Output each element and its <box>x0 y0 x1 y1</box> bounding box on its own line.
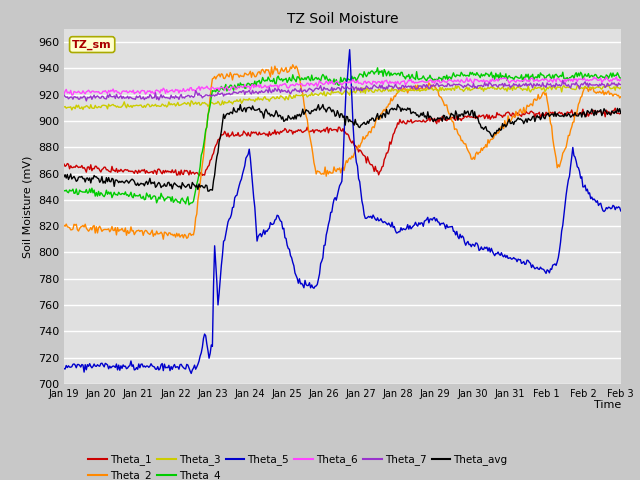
Theta_7 <box>617 82 625 87</box>
Theta_avg <box>327 107 335 112</box>
Theta_3 <box>60 104 68 110</box>
Theta_2 <box>330 164 338 170</box>
Theta_7 <box>326 87 333 93</box>
Theta_2 <box>60 223 68 228</box>
Theta_7 <box>559 78 566 84</box>
Theta_4 <box>394 71 401 76</box>
Theta_avg <box>394 102 401 108</box>
Theta_1 <box>518 113 525 119</box>
Theta_7 <box>83 98 90 104</box>
Theta_7 <box>60 92 68 98</box>
Theta_1 <box>329 127 337 133</box>
Theta_3 <box>329 90 337 96</box>
Theta_3 <box>518 85 525 91</box>
Theta_7 <box>606 83 614 88</box>
Theta_1 <box>60 161 68 167</box>
Theta_5 <box>394 230 401 236</box>
Theta_2 <box>617 94 625 99</box>
Theta_3 <box>393 87 401 93</box>
Theta_6 <box>617 76 625 82</box>
Theta_2 <box>364 133 371 139</box>
Theta_7 <box>329 88 337 94</box>
Theta_2 <box>519 110 527 116</box>
Theta_4 <box>519 78 527 84</box>
Theta_2 <box>606 92 614 97</box>
Theta_7 <box>362 83 370 89</box>
Theta_3 <box>605 81 612 87</box>
Theta_6 <box>326 79 333 84</box>
Theta_3 <box>326 91 333 97</box>
Line: Theta_avg: Theta_avg <box>64 105 621 191</box>
Theta_5 <box>60 366 68 372</box>
Theta_1 <box>617 109 625 115</box>
Theta_4 <box>329 79 337 85</box>
Theta_4 <box>326 76 333 82</box>
Theta_6 <box>393 81 401 87</box>
Theta_5 <box>606 204 614 210</box>
Title: TZ Soil Moisture: TZ Soil Moisture <box>287 12 398 26</box>
Theta_3 <box>617 84 625 90</box>
Theta_4 <box>362 74 370 80</box>
Line: Theta_1: Theta_1 <box>64 108 621 176</box>
Theta_5 <box>519 260 527 265</box>
Theta_2 <box>289 62 296 68</box>
Theta_2 <box>159 236 167 242</box>
Theta_5 <box>329 202 337 207</box>
Theta_7 <box>518 83 525 89</box>
Theta_avg <box>617 110 625 116</box>
Theta_1 <box>362 160 370 166</box>
Theta_6 <box>60 91 68 97</box>
Theta_4 <box>60 188 68 193</box>
Theta_avg <box>330 108 338 114</box>
Theta_4 <box>617 75 625 81</box>
Theta_avg <box>60 174 68 180</box>
Legend: Theta_1, Theta_2, Theta_3, Theta_4, Theta_5, Theta_6, Theta_7, Theta_avg: Theta_1, Theta_2, Theta_3, Theta_4, Thet… <box>84 450 512 480</box>
Theta_1 <box>611 105 619 111</box>
Line: Theta_6: Theta_6 <box>64 77 621 95</box>
Text: TZ_sm: TZ_sm <box>72 39 112 50</box>
Theta_3 <box>68 107 76 113</box>
Theta_1 <box>605 110 612 116</box>
Theta_avg <box>319 102 326 108</box>
Theta_avg <box>204 188 212 194</box>
Line: Theta_3: Theta_3 <box>64 84 621 110</box>
Theta_6 <box>329 81 337 86</box>
Theta_6 <box>612 74 620 80</box>
Theta_4 <box>606 73 614 79</box>
Theta_avg <box>364 118 371 124</box>
Theta_5 <box>364 215 371 220</box>
Theta_2 <box>327 170 335 176</box>
Theta_6 <box>518 78 525 84</box>
Theta_1 <box>393 124 401 130</box>
Theta_7 <box>393 84 401 90</box>
Theta_5 <box>188 371 195 376</box>
Line: Theta_7: Theta_7 <box>64 81 621 101</box>
Theta_3 <box>606 85 614 91</box>
Theta_1 <box>195 173 203 179</box>
Line: Theta_4: Theta_4 <box>64 68 621 205</box>
Theta_6 <box>68 92 76 98</box>
Theta_5 <box>346 47 353 52</box>
Line: Theta_2: Theta_2 <box>64 65 621 239</box>
Theta_3 <box>362 86 370 92</box>
Theta_1 <box>326 126 333 132</box>
Theta_2 <box>394 90 401 96</box>
Theta_6 <box>362 81 370 86</box>
Theta_4 <box>185 202 193 208</box>
Theta_5 <box>617 208 625 214</box>
Line: Theta_5: Theta_5 <box>64 49 621 373</box>
Theta_6 <box>605 77 612 83</box>
Theta_avg <box>606 111 614 117</box>
X-axis label: Time: Time <box>593 400 621 410</box>
Theta_avg <box>519 118 527 123</box>
Theta_4 <box>374 65 381 71</box>
Y-axis label: Soil Moisture (mV): Soil Moisture (mV) <box>22 155 33 258</box>
Theta_5 <box>326 217 333 223</box>
